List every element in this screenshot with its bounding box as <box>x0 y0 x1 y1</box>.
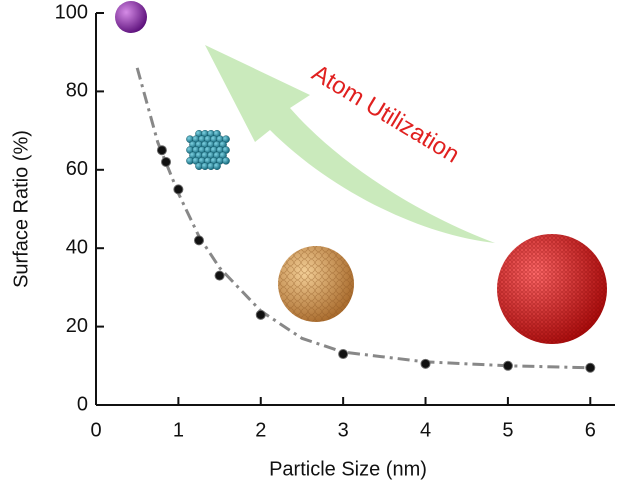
data-point <box>502 360 513 371</box>
data-point <box>214 270 225 281</box>
x-tick-label: 3 <box>338 419 349 441</box>
y-tick-label: 0 <box>77 393 88 415</box>
cluster-atom <box>222 156 230 165</box>
x-tick-label: 1 <box>173 419 184 441</box>
data-point <box>193 235 204 246</box>
x-tick-label: 4 <box>420 419 431 441</box>
utilization-arrow <box>205 45 495 243</box>
x-tick-label: 6 <box>585 419 596 441</box>
y-tick-label: 80 <box>66 80 88 102</box>
data-point <box>420 358 431 369</box>
data-point <box>585 362 596 373</box>
y-tick-label: 40 <box>66 236 88 258</box>
y-tick-label: 100 <box>55 1 88 23</box>
data-point <box>338 349 349 360</box>
x-tick-label: 2 <box>255 419 266 441</box>
illustrations <box>115 1 607 344</box>
x-tick-label: 5 <box>502 419 513 441</box>
cluster-atom <box>213 162 221 170</box>
x-axis-label: Particle Size (nm) <box>269 458 427 480</box>
data-point <box>161 156 172 167</box>
data-point <box>173 184 184 195</box>
data-point <box>255 309 266 320</box>
y-tick-label: 20 <box>66 315 88 337</box>
x-tick-label: 0 <box>90 419 101 441</box>
y-axis-label: Surface Ratio (%) <box>10 130 32 288</box>
data-point <box>156 145 167 156</box>
y-tick-label: 60 <box>66 158 88 180</box>
